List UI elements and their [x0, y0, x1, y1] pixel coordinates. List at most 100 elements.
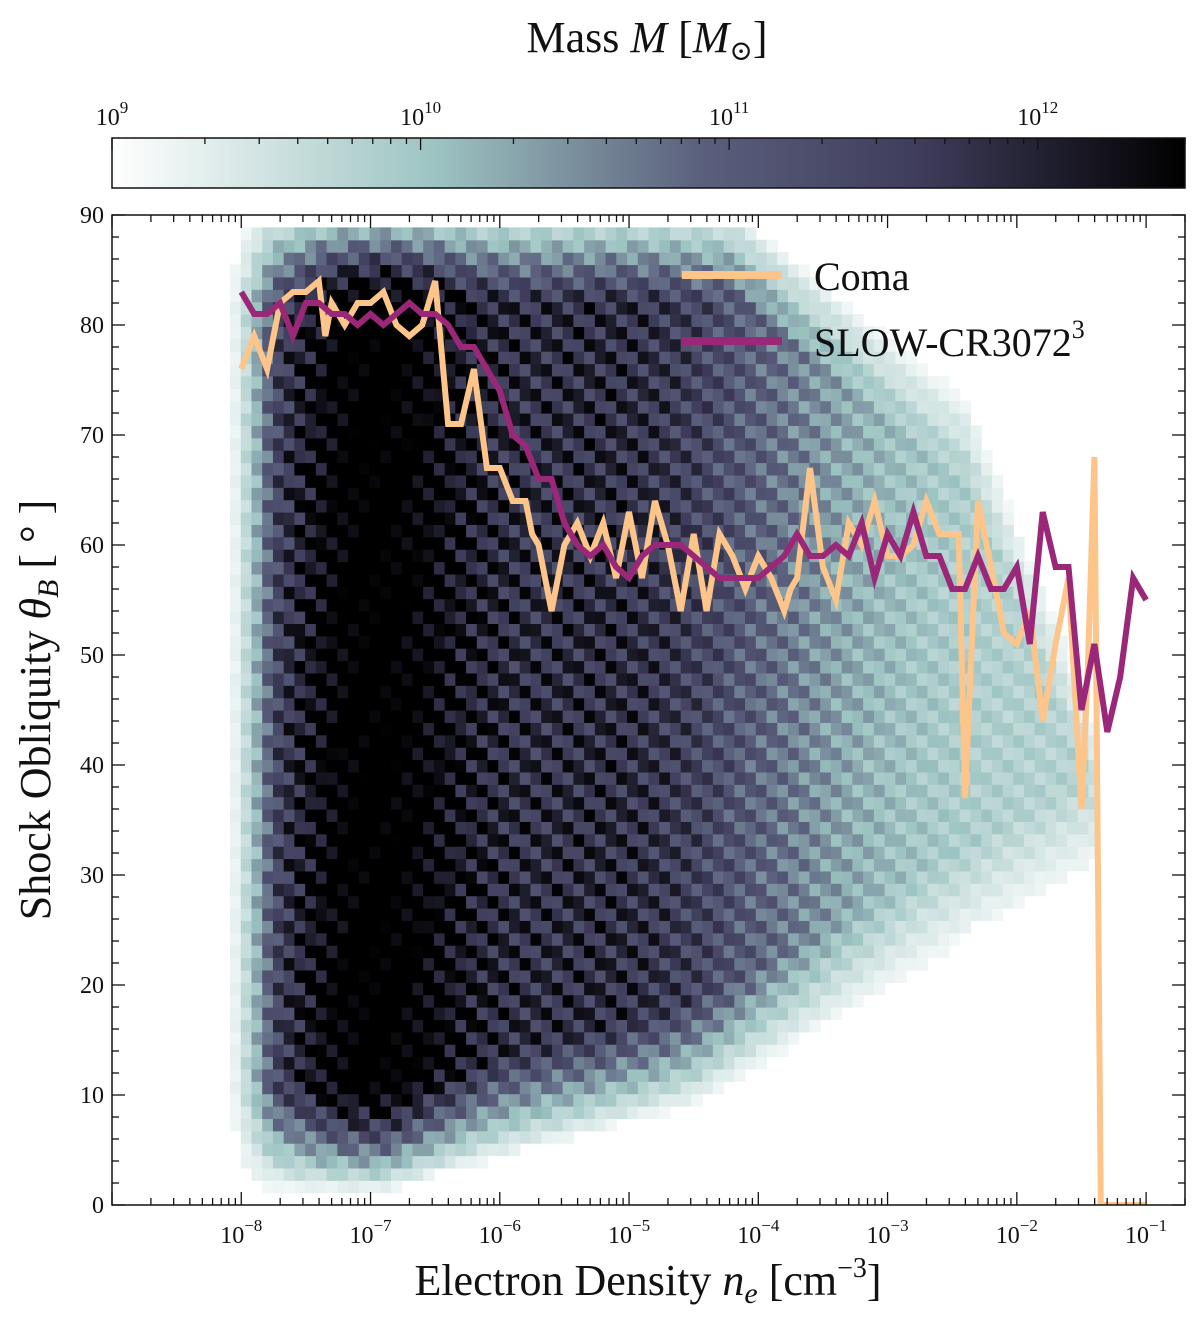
- histogram-bin: [358, 1019, 371, 1033]
- histogram-bin: [1024, 697, 1036, 711]
- histogram-bin: [659, 969, 671, 983]
- histogram-bin: [605, 809, 617, 822]
- histogram-bin: [605, 623, 617, 637]
- histogram-bin: [305, 326, 317, 340]
- histogram-bin: [498, 598, 510, 612]
- histogram-bin: [401, 1130, 414, 1144]
- histogram-bin: [648, 326, 660, 340]
- histogram-bin: [809, 747, 821, 761]
- histogram-bin: [938, 536, 950, 550]
- histogram-bin: [712, 363, 725, 377]
- histogram-bin: [466, 697, 478, 711]
- histogram-bin: [283, 1167, 296, 1181]
- histogram-bin: [648, 289, 660, 303]
- histogram-bin: [466, 549, 478, 563]
- histogram-bin: [358, 1143, 371, 1157]
- histogram-bin: [723, 413, 735, 426]
- histogram-bin: [487, 759, 499, 773]
- histogram-bin: [787, 870, 800, 884]
- histogram-bin: [627, 623, 639, 637]
- histogram-bin: [863, 809, 875, 822]
- histogram-bin: [562, 561, 574, 575]
- histogram-bin: [369, 239, 381, 253]
- histogram-bin: [272, 1118, 285, 1132]
- histogram-bin: [476, 264, 489, 278]
- histogram-bin: [530, 1106, 542, 1119]
- histogram-bin: [262, 549, 274, 563]
- histogram-bin: [777, 809, 789, 822]
- histogram-bin: [498, 635, 510, 649]
- histogram-bin: [283, 1056, 296, 1070]
- histogram-bin: [745, 1031, 757, 1045]
- histogram-bin: [337, 1007, 349, 1020]
- histogram-bin: [981, 846, 993, 860]
- histogram-bin: [691, 351, 703, 365]
- histogram-bin: [873, 660, 886, 674]
- histogram-bin: [541, 400, 553, 414]
- histogram-bin: [519, 326, 532, 340]
- histogram-bin: [702, 487, 714, 501]
- histogram-bin: [820, 994, 832, 1008]
- histogram-bin: [755, 1056, 768, 1070]
- histogram-bin: [948, 400, 961, 414]
- histogram-bin: [498, 908, 510, 921]
- histogram-bin: [358, 1106, 371, 1119]
- histogram-bin: [895, 524, 907, 538]
- histogram-bin: [927, 895, 939, 909]
- histogram-bin: [283, 1068, 296, 1082]
- histogram-bin: [723, 388, 735, 402]
- histogram-bin: [444, 623, 456, 637]
- histogram-bin: [262, 1143, 274, 1157]
- histogram-bin: [251, 289, 263, 303]
- histogram-bin: [809, 462, 821, 476]
- histogram-bin: [584, 759, 596, 773]
- histogram-bin: [444, 264, 456, 278]
- histogram-bin: [519, 474, 532, 488]
- histogram-bin: [433, 809, 446, 822]
- histogram-bin: [315, 672, 328, 686]
- histogram-bin: [830, 450, 843, 464]
- histogram-bin: [412, 908, 424, 921]
- histogram-bin: [466, 252, 478, 266]
- histogram-bin: [509, 833, 521, 847]
- histogram-bin: [766, 969, 778, 983]
- histogram-bin: [487, 289, 499, 303]
- histogram-bin: [530, 771, 542, 785]
- histogram-bin: [691, 846, 703, 860]
- histogram-bin: [712, 908, 725, 921]
- histogram-bin: [337, 833, 349, 847]
- histogram-bin: [938, 512, 950, 525]
- histogram-bin: [970, 759, 982, 773]
- histogram-bin: [766, 388, 778, 402]
- histogram-bin: [616, 437, 628, 451]
- histogram-bin: [358, 920, 371, 934]
- histogram-bin: [476, 1106, 489, 1119]
- histogram-bin: [412, 623, 424, 637]
- histogram-bin: [315, 549, 328, 563]
- histogram-bin: [519, 227, 532, 241]
- histogram-bin: [423, 1143, 435, 1157]
- histogram-bin: [830, 375, 843, 389]
- histogram-bin: [348, 536, 360, 550]
- histogram-bin: [305, 697, 317, 711]
- histogram-bin: [423, 648, 435, 662]
- histogram-bin: [358, 586, 371, 600]
- histogram-bin: [251, 883, 263, 897]
- histogram-bin: [906, 363, 918, 377]
- histogram-bin: [659, 549, 671, 563]
- histogram-bin: [584, 363, 596, 377]
- histogram-bin: [240, 1130, 253, 1144]
- histogram-bin: [358, 462, 371, 476]
- histogram-bin: [444, 846, 456, 860]
- histogram-bin: [573, 487, 585, 501]
- histogram-bin: [873, 685, 886, 699]
- histogram-bin: [573, 710, 585, 723]
- histogram-bin: [766, 648, 778, 662]
- histogram-bin: [895, 920, 907, 934]
- histogram-bin: [809, 1007, 821, 1020]
- histogram-bin: [873, 722, 886, 736]
- histogram-bin: [573, 1093, 585, 1107]
- histogram-bin: [380, 598, 392, 612]
- histogram-bin: [240, 796, 253, 810]
- histogram-bin: [509, 227, 521, 241]
